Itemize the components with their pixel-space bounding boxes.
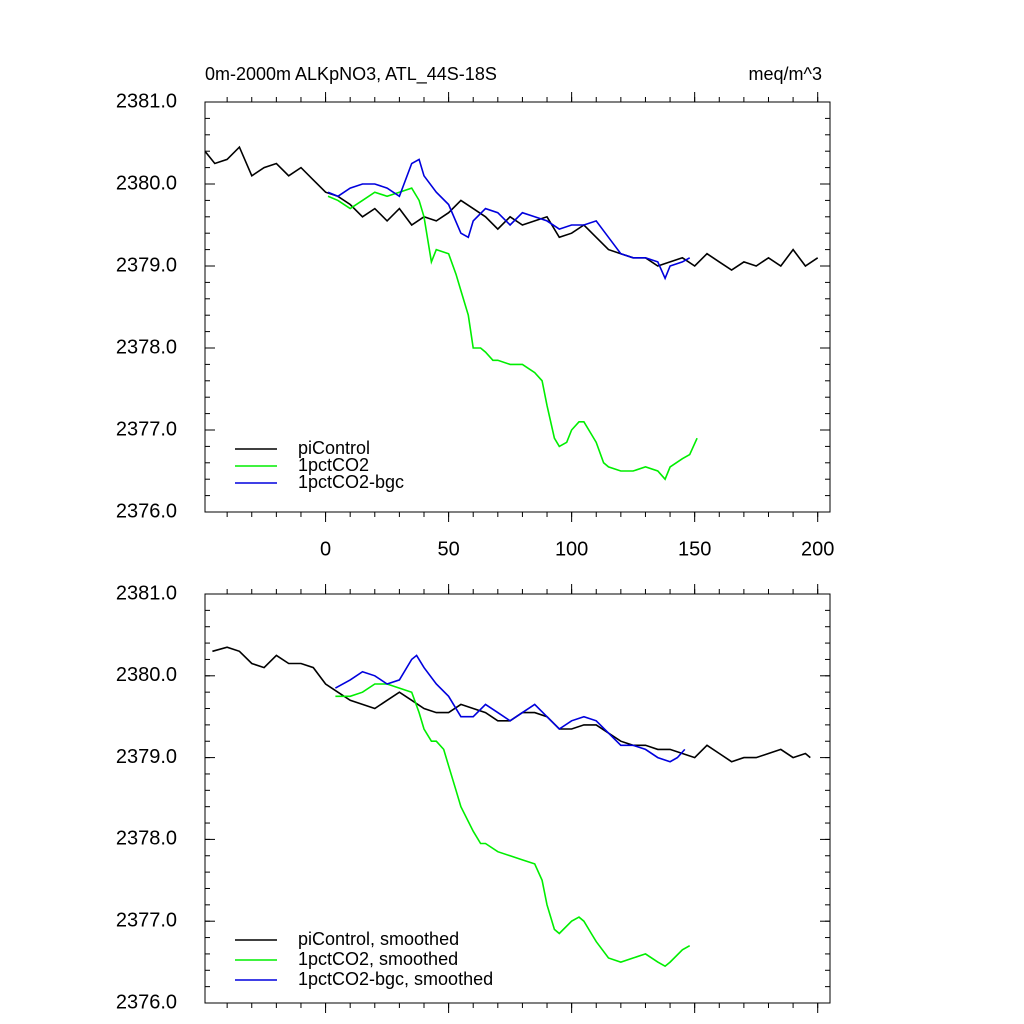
chart-title: 0m-2000m ALKpNO3, ATL_44S-18S	[205, 64, 497, 85]
y-tick-label: 2379.0	[116, 746, 177, 768]
legend-label: 1pctCO2, smoothed	[298, 949, 458, 969]
y-tick-label: 2378.0	[116, 336, 177, 358]
legend-label: piControl	[298, 438, 370, 458]
y-tick-label: 2381.0	[116, 90, 177, 112]
y-tick-label: 2380.0	[116, 664, 177, 686]
data-line	[204, 145, 819, 272]
legend-label: 1pctCO2-bgc, smoothed	[298, 969, 493, 989]
y-tick-label: 2377.0	[116, 418, 177, 440]
y-tick-label: 2376.0	[116, 991, 177, 1013]
y-tick-label: 2376.0	[116, 500, 177, 522]
y-tick-label: 2380.0	[116, 172, 177, 194]
x-tick-label: 0	[320, 538, 331, 560]
y-tick-label: 2379.0	[116, 254, 177, 276]
y-tick-label: 2381.0	[116, 582, 177, 604]
plot-frame	[204, 101, 831, 513]
plot-frame	[204, 593, 831, 1004]
data-line	[327, 187, 698, 481]
chart-units: meq/m^3	[749, 64, 822, 84]
legend-label: piControl, smoothed	[298, 929, 459, 949]
data-line	[212, 646, 811, 763]
data-line	[335, 654, 686, 763]
y-tick-label: 2378.0	[116, 828, 177, 850]
data-line	[335, 683, 691, 968]
data-line	[327, 158, 691, 281]
x-tick-label: 200	[801, 538, 834, 560]
x-tick-label: 150	[678, 538, 711, 560]
x-tick-label: 50	[437, 538, 459, 560]
legend-label: 1pctCO2-bgc	[298, 472, 404, 492]
legend-label: 1pctCO2	[298, 455, 369, 475]
y-tick-label: 2377.0	[116, 909, 177, 931]
x-tick-label: 100	[555, 538, 588, 560]
